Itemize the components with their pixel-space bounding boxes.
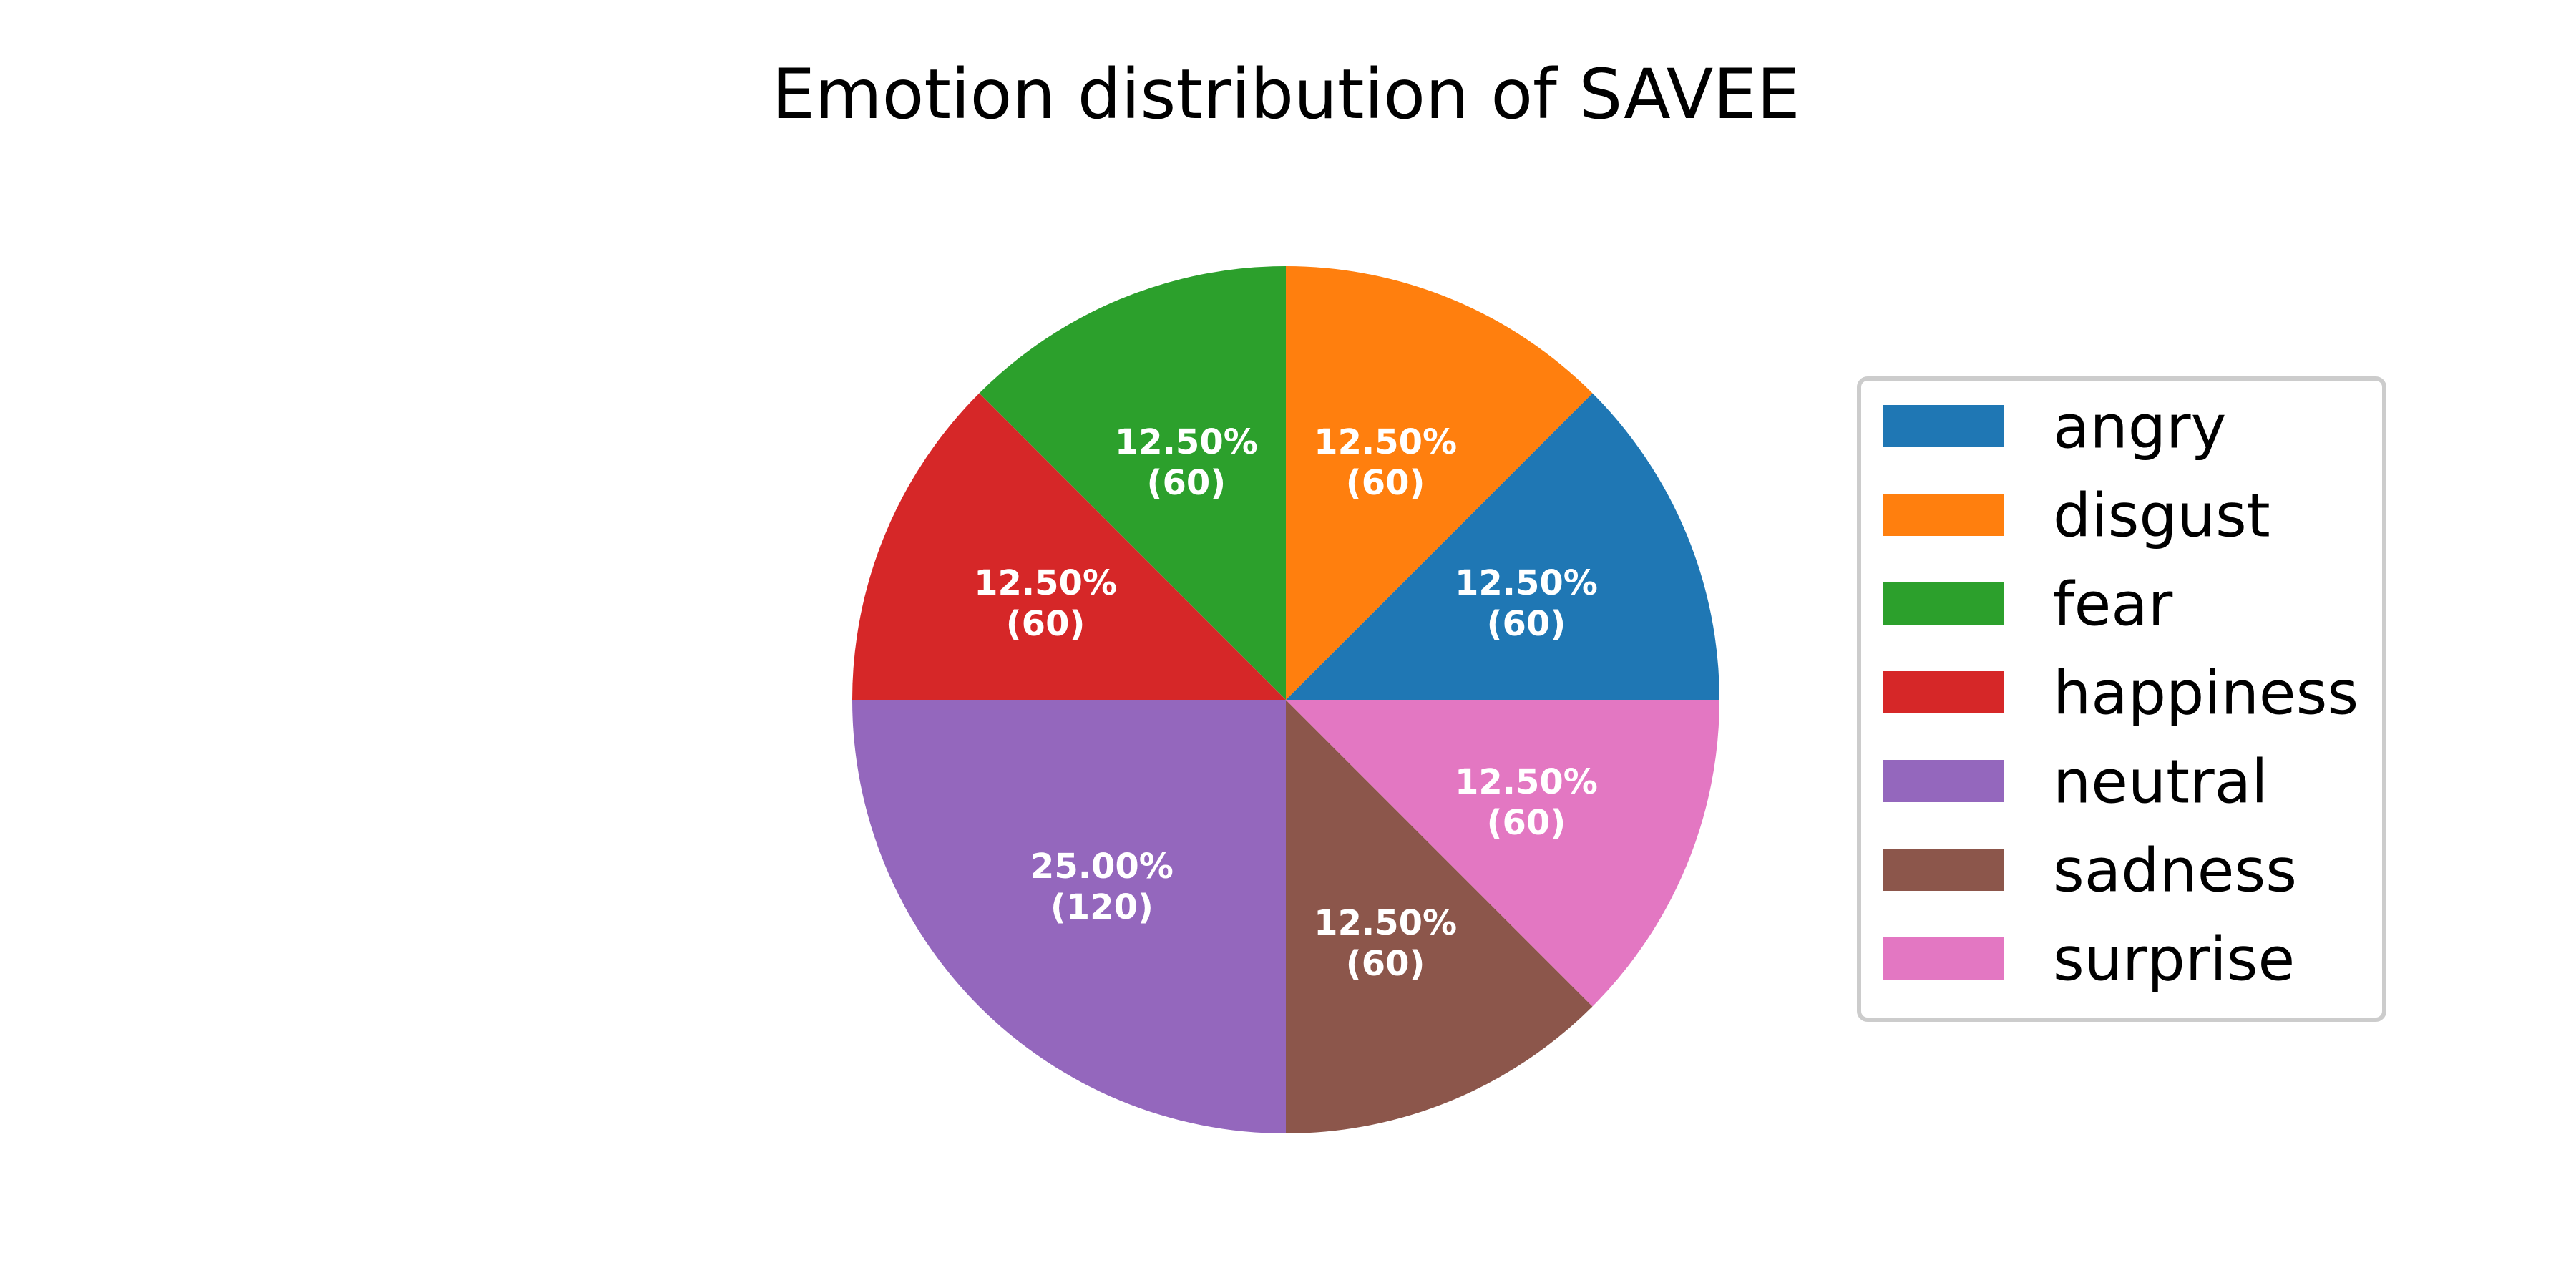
legend-swatch-angry	[1883, 405, 2004, 447]
slice-label-fear: 12.50% (60)	[1115, 422, 1258, 503]
pie-slices	[852, 266, 1719, 1133]
legend: angry disgust fear happiness neutral sadness s…	[1857, 376, 2386, 1022]
slice-percent-neutral: 25.00%	[1030, 847, 1174, 887]
pie-slice-disgust	[1286, 266, 1593, 700]
slice-label-neutral: 25.00% (120)	[1030, 847, 1174, 927]
slice-percent-surprise: 12.50%	[1455, 762, 1598, 802]
slice-percent-happiness: 12.50%	[974, 563, 1117, 603]
pie-slice-angry	[1286, 393, 1719, 700]
slice-count-fear: (60)	[1147, 463, 1226, 503]
legend-label-fear: fear	[2053, 570, 2173, 640]
legend-label-neutral: neutral	[2053, 747, 2268, 817]
pie-slice-surprise	[1286, 700, 1719, 1007]
legend-label-angry: angry	[2053, 392, 2226, 462]
slice-label-happiness: 12.50% (60)	[974, 563, 1117, 644]
slice-percent-sadness: 12.50%	[1314, 903, 1457, 943]
legend-swatch-happiness	[1883, 671, 2004, 713]
slice-label-sadness: 12.50% (60)	[1314, 903, 1457, 984]
slice-label-disgust: 12.50% (60)	[1314, 422, 1457, 503]
slice-label-angry: 12.50% (60)	[1455, 563, 1598, 644]
slice-count-sadness: (60)	[1346, 944, 1425, 984]
legend-label-happiness: happiness	[2053, 658, 2358, 728]
legend-label-disgust: disgust	[2053, 481, 2270, 551]
legend-swatch-surprise	[1883, 937, 2004, 980]
slice-labels: 12.50% (60)12.50% (60)12.50% (60)12.50% (60)…	[974, 422, 1598, 984]
pie-slice-neutral	[852, 700, 1286, 1133]
slice-count-surprise: (60)	[1487, 803, 1566, 843]
legend-swatch-disgust	[1883, 494, 2004, 536]
slice-label-surprise: 12.50% (60)	[1455, 762, 1598, 843]
slice-count-angry: (60)	[1487, 604, 1566, 644]
legend-label-surprise: surprise	[2053, 924, 2295, 995]
chart-title: Emotion distribution of SAVEE	[771, 54, 1800, 135]
slice-count-neutral: (120)	[1050, 887, 1153, 927]
slice-percent-angry: 12.50%	[1455, 563, 1598, 603]
pie-slice-sadness	[1286, 700, 1593, 1133]
pie-slice-fear	[979, 266, 1286, 700]
pie-slice-happiness	[852, 393, 1286, 700]
legend-swatch-sadness	[1883, 849, 2004, 891]
slice-percent-fear: 12.50%	[1115, 422, 1258, 462]
legend-swatch-fear	[1883, 582, 2004, 625]
legend-swatch-neutral	[1883, 760, 2004, 802]
slice-count-happiness: (60)	[1006, 604, 1085, 644]
slice-count-disgust: (60)	[1346, 463, 1425, 503]
legend-label-sadness: sadness	[2053, 836, 2297, 906]
slice-percent-disgust: 12.50%	[1314, 422, 1457, 462]
